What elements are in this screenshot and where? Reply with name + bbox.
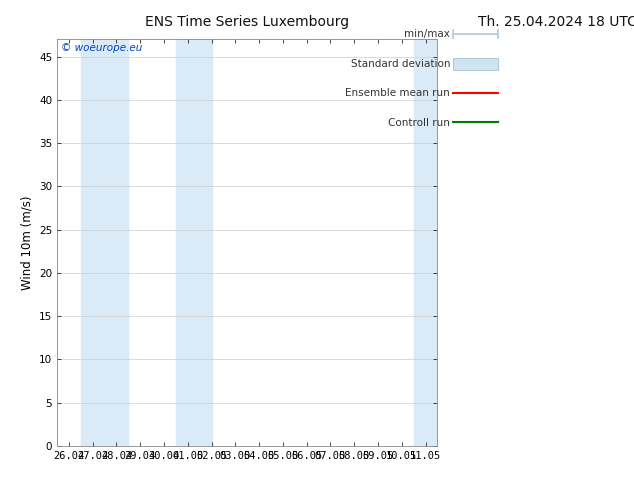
Y-axis label: Wind 10m (m/s): Wind 10m (m/s) bbox=[20, 196, 34, 290]
Bar bbox=[413, 39, 437, 446]
Text: Th. 25.04.2024 18 UTC: Th. 25.04.2024 18 UTC bbox=[479, 15, 634, 29]
Text: Standard deviation: Standard deviation bbox=[351, 59, 450, 69]
Text: min/max: min/max bbox=[404, 29, 450, 39]
Bar bbox=[81, 39, 128, 446]
Text: © woeurope.eu: © woeurope.eu bbox=[61, 43, 142, 53]
Text: Ensemble mean run: Ensemble mean run bbox=[346, 88, 450, 98]
Text: ENS Time Series Luxembourg: ENS Time Series Luxembourg bbox=[145, 15, 349, 29]
Bar bbox=[176, 39, 212, 446]
Text: Controll run: Controll run bbox=[388, 118, 450, 127]
